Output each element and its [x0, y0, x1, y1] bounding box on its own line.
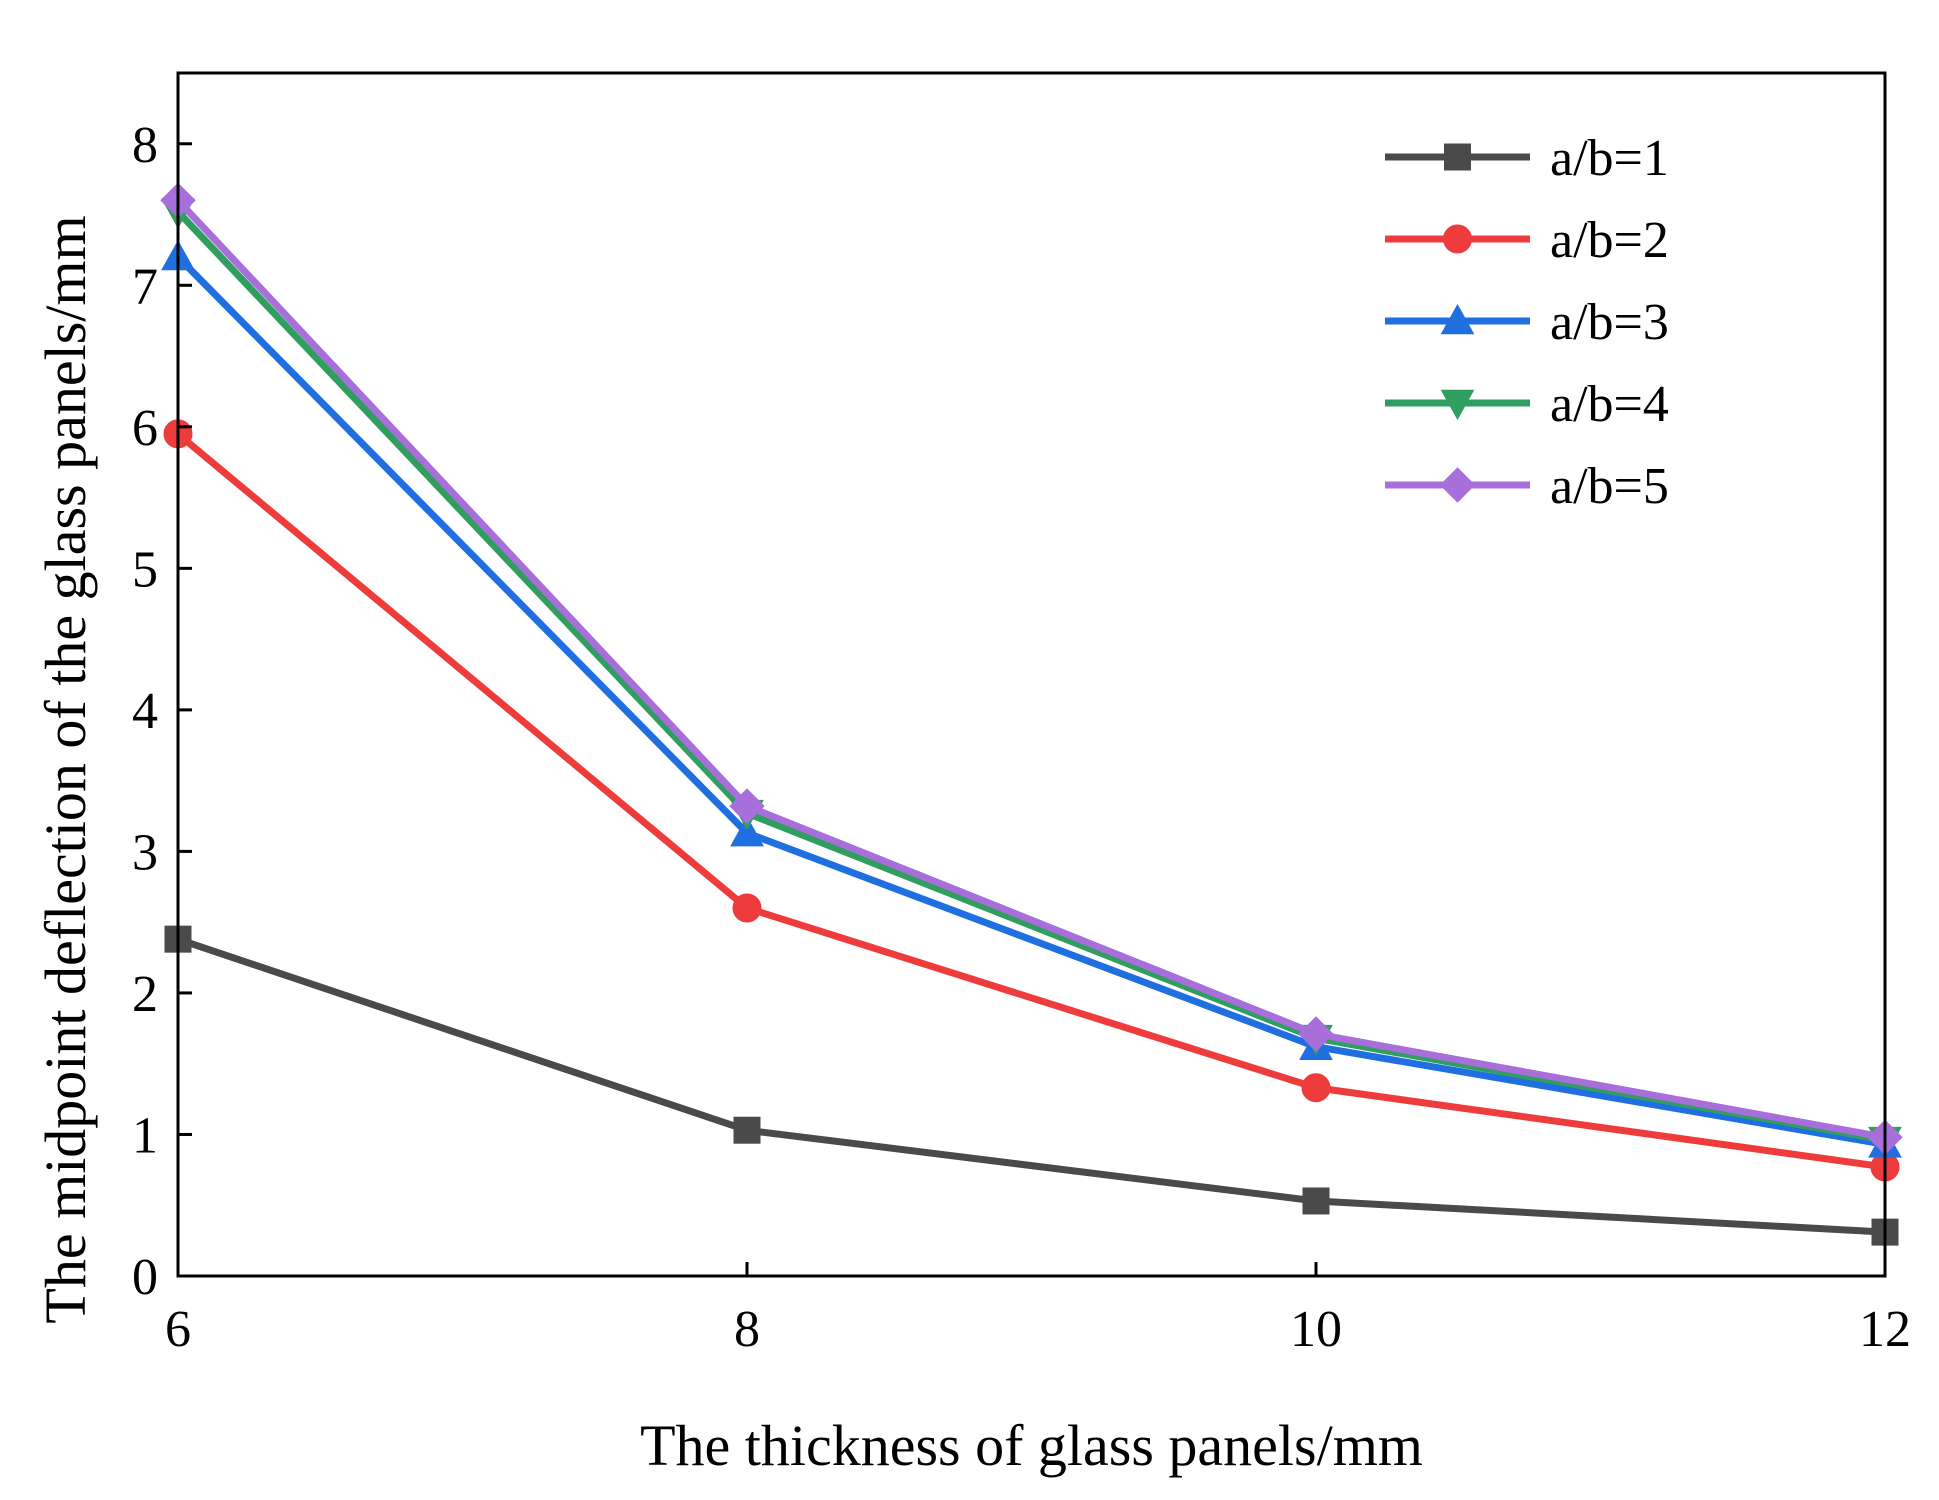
series-layer [160, 182, 1903, 1246]
legend: a/b=1 a/b=2 a/b=3 a/b=4 a/b=5 [1385, 130, 1669, 515]
y-tick-label: 0 [132, 1249, 158, 1306]
data-point [730, 815, 764, 847]
y-tick-label: 6 [132, 400, 158, 457]
legend-item: a/b=4 [1385, 376, 1669, 433]
legend-item: a/b=3 [1385, 294, 1669, 351]
series-2 [163, 419, 1900, 1182]
y-tick-label: 7 [132, 258, 158, 315]
y-tick-label: 2 [132, 966, 158, 1023]
data-point [1302, 1187, 1330, 1215]
legend-label: a/b=2 [1550, 212, 1669, 269]
legend-label: a/b=3 [1550, 294, 1669, 351]
legend-marker [1440, 389, 1475, 421]
y-tick-label: 3 [132, 824, 158, 881]
data-point [733, 1116, 761, 1144]
series-line [175, 431, 1886, 1171]
data-point [732, 893, 762, 923]
x-axis-ticks: 6 8 10 12 [165, 1262, 1911, 1358]
series-line [176, 935, 1886, 1236]
x-tick-label: 12 [1859, 1301, 1911, 1358]
y-tick-label: 5 [132, 541, 158, 598]
y-tick-label: 8 [132, 117, 158, 174]
legend-marker [1444, 143, 1471, 171]
legend-item: a/b=5 [1385, 458, 1669, 515]
y-axis-title: The midpoint deflection of the glass pan… [33, 215, 98, 1323]
legend-marker [1440, 303, 1475, 335]
x-tick-label: 8 [734, 1301, 760, 1358]
data-point [729, 788, 765, 824]
legend-marker [1443, 224, 1472, 254]
y-axis-ticks: 0 1 2 3 4 5 6 7 8 [132, 117, 192, 1306]
legend-label: a/b=5 [1550, 458, 1669, 515]
series-line [175, 197, 1886, 1141]
legend-marker [1439, 467, 1476, 503]
plot-frame [176, 71, 1887, 1278]
legend-item: a/b=2 [1385, 212, 1669, 269]
legend-label: a/b=4 [1550, 376, 1669, 433]
x-axis-title: The thickness of glass panels/mm [640, 1413, 1423, 1478]
y-tick-label: 4 [132, 683, 158, 740]
legend-label: a/b=1 [1550, 130, 1669, 187]
data-point [1301, 1073, 1331, 1103]
x-tick-label: 6 [165, 1301, 191, 1358]
y-tick-label: 1 [132, 1107, 158, 1164]
data-point [1298, 1016, 1334, 1052]
series-1 [164, 925, 1899, 1246]
series-line [175, 254, 1886, 1148]
legend-item: a/b=1 [1385, 130, 1669, 187]
x-tick-label: 10 [1290, 1301, 1342, 1358]
